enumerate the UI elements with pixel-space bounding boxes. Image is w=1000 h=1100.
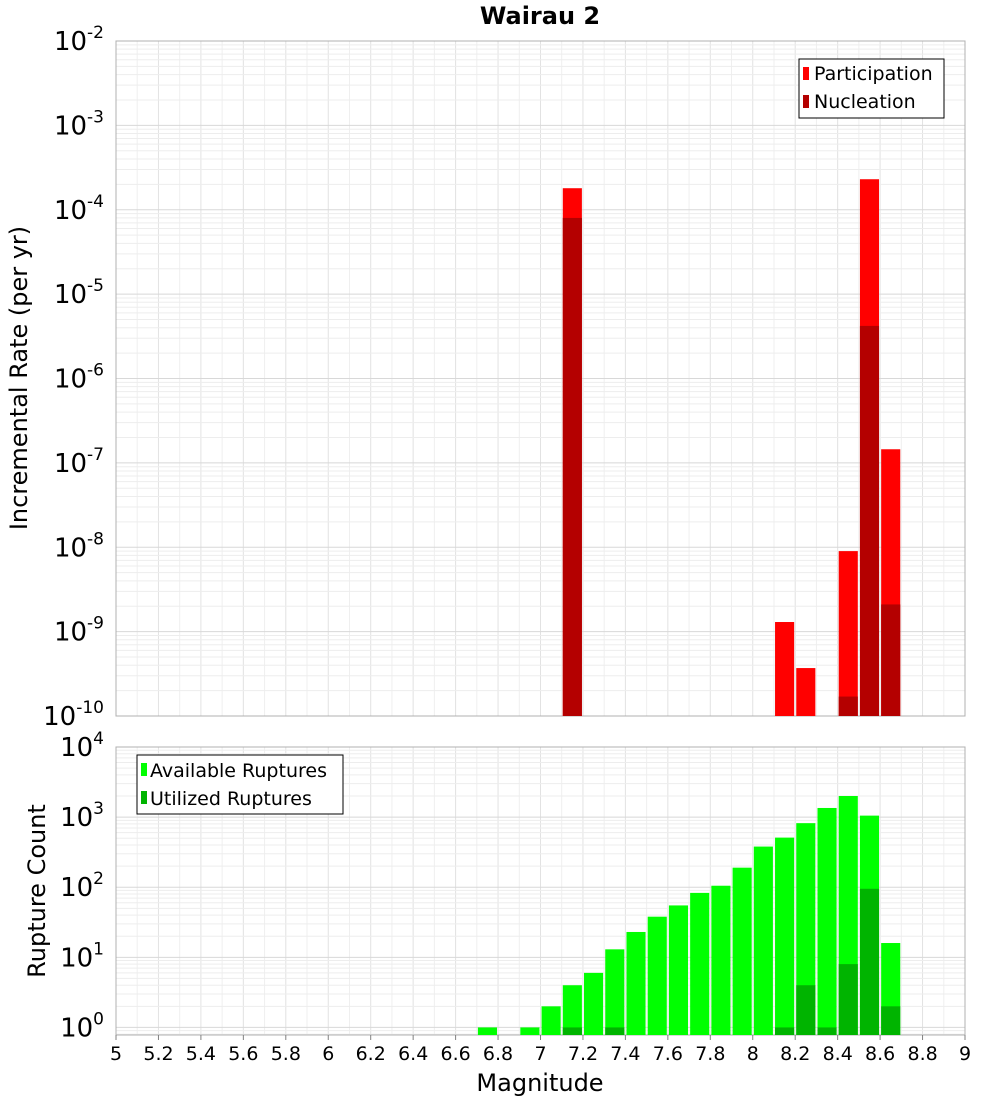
bar-available-ruptures [605, 949, 625, 1035]
bar-available-ruptures [753, 846, 773, 1035]
top-legend: Participation Nucleation [798, 58, 945, 119]
bar-utilized-ruptures [775, 1027, 795, 1035]
bar-available-ruptures [775, 837, 795, 1035]
x-tick-label: 7.2 [568, 1043, 598, 1065]
legend-swatch-participation [803, 67, 809, 80]
y-tick-label: 10-2 [54, 23, 104, 57]
bottom-grid [116, 747, 965, 1035]
bar-available-ruptures [562, 985, 582, 1035]
bar-utilized-ruptures [838, 964, 858, 1035]
bar-available-ruptures [626, 931, 646, 1035]
bar-utilized-ruptures [796, 985, 816, 1035]
x-tick-label: 7.4 [610, 1043, 640, 1065]
y-tick-label: 104 [60, 729, 104, 763]
bar-available-ruptures [647, 916, 667, 1035]
top-bars [562, 179, 901, 717]
top-plot-area [115, 40, 966, 717]
legend-label-participation: Participation [814, 63, 933, 85]
x-tick-label: 5.4 [186, 1043, 216, 1065]
bottom-legend: Available Ruptures Utilized Ruptures [136, 754, 344, 815]
x-tick-label: 8.6 [865, 1043, 895, 1065]
x-tick-label: 6 [322, 1043, 334, 1065]
y-tick-label: 10-9 [54, 614, 104, 648]
bar-available-ruptures [520, 1027, 540, 1035]
x-tick-label: 6.2 [356, 1043, 386, 1065]
x-tick-label: 6.6 [440, 1043, 470, 1065]
bar-available-ruptures [584, 972, 604, 1035]
bar-utilized-ruptures [817, 1027, 837, 1035]
top-legend-box [798, 58, 945, 119]
x-tick-label: 7.8 [695, 1043, 725, 1065]
top-grid [116, 41, 965, 716]
legend-swatch-utilized [141, 791, 147, 804]
x-tick-label: 6.8 [483, 1043, 513, 1065]
y-tick-label: 10-4 [54, 192, 104, 226]
legend-label-utilized: Utilized Ruptures [150, 788, 312, 810]
bar-nucleation [838, 696, 858, 716]
x-axis-label: Magnitude [476, 1069, 603, 1097]
bar-utilized-ruptures [859, 888, 880, 1035]
legend-label-nucleation: Nucleation [814, 91, 916, 113]
bar-participation [775, 622, 795, 716]
x-tick-label: 5.6 [228, 1043, 258, 1065]
bottom-bars [477, 796, 901, 1035]
bar-utilized-ruptures [605, 1027, 625, 1035]
x-tick-label: 8.8 [907, 1043, 937, 1065]
y-tick-label: 10-10 [43, 698, 104, 732]
legend-label-available: Available Ruptures [150, 760, 327, 782]
bar-nucleation [562, 217, 582, 716]
bar-available-ruptures [668, 905, 689, 1035]
bottom-legend-box [136, 754, 344, 815]
y-tick-label: 103 [60, 799, 104, 833]
x-tick-label: 9 [959, 1043, 971, 1065]
bar-available-ruptures [796, 823, 816, 1035]
bar-participation [838, 551, 858, 716]
legend-swatch-available [141, 763, 147, 776]
x-tick-label: 8 [747, 1043, 759, 1065]
y-tick-label: 10-5 [54, 276, 104, 310]
bar-nucleation [881, 604, 901, 716]
legend-swatch-nucleation [803, 95, 809, 108]
y-tick-label: 101 [60, 939, 104, 973]
x-tick-label: 7.6 [653, 1043, 683, 1065]
x-ticks: 5 5.2 5.4 5.6 5.8 6 6.2 6.4 6.6 6.8 7 7.2 7.4 7.6 7.8 8… [110, 1035, 971, 1065]
top-y-axis-label: Incremental Rate (per yr) [5, 226, 33, 530]
bar-available-ruptures [732, 867, 752, 1035]
bar-utilized-ruptures [881, 1006, 901, 1035]
bar-participation [796, 668, 816, 716]
y-tick-label: 102 [60, 869, 104, 903]
x-tick-label: 6.4 [398, 1043, 428, 1065]
x-tick-label: 5.8 [271, 1043, 301, 1065]
x-tick-label: 8.4 [823, 1043, 853, 1065]
bar-available-ruptures [541, 1006, 561, 1035]
bar-nucleation [859, 325, 880, 716]
x-tick-label: 8.2 [780, 1043, 810, 1065]
bar-available-ruptures [711, 885, 731, 1035]
y-tick-label: 10-7 [54, 445, 104, 479]
chart-title: Wairau 2 [480, 2, 600, 30]
y-tick-label: 10-3 [54, 107, 104, 141]
x-tick-label: 5 [110, 1043, 122, 1065]
bar-available-ruptures [817, 807, 837, 1035]
bar-utilized-ruptures [562, 1027, 582, 1035]
y-tick-label: 10-8 [54, 529, 104, 563]
bottom-y-ticks: 104 103 102 101 100 [60, 729, 104, 1043]
y-tick-label: 10-6 [54, 361, 104, 395]
bar-available-ruptures [477, 1027, 497, 1035]
top-y-ticks: 10-2 10-3 10-4 10-5 10-6 10-7 10-8 10-9 10-10 [43, 23, 104, 732]
y-tick-label: 100 [60, 1009, 104, 1043]
x-tick-label: 7 [534, 1043, 546, 1065]
x-tick-label: 5.2 [143, 1043, 173, 1065]
bottom-y-axis-label: Rupture Count [23, 804, 51, 978]
bar-available-ruptures [690, 892, 710, 1035]
